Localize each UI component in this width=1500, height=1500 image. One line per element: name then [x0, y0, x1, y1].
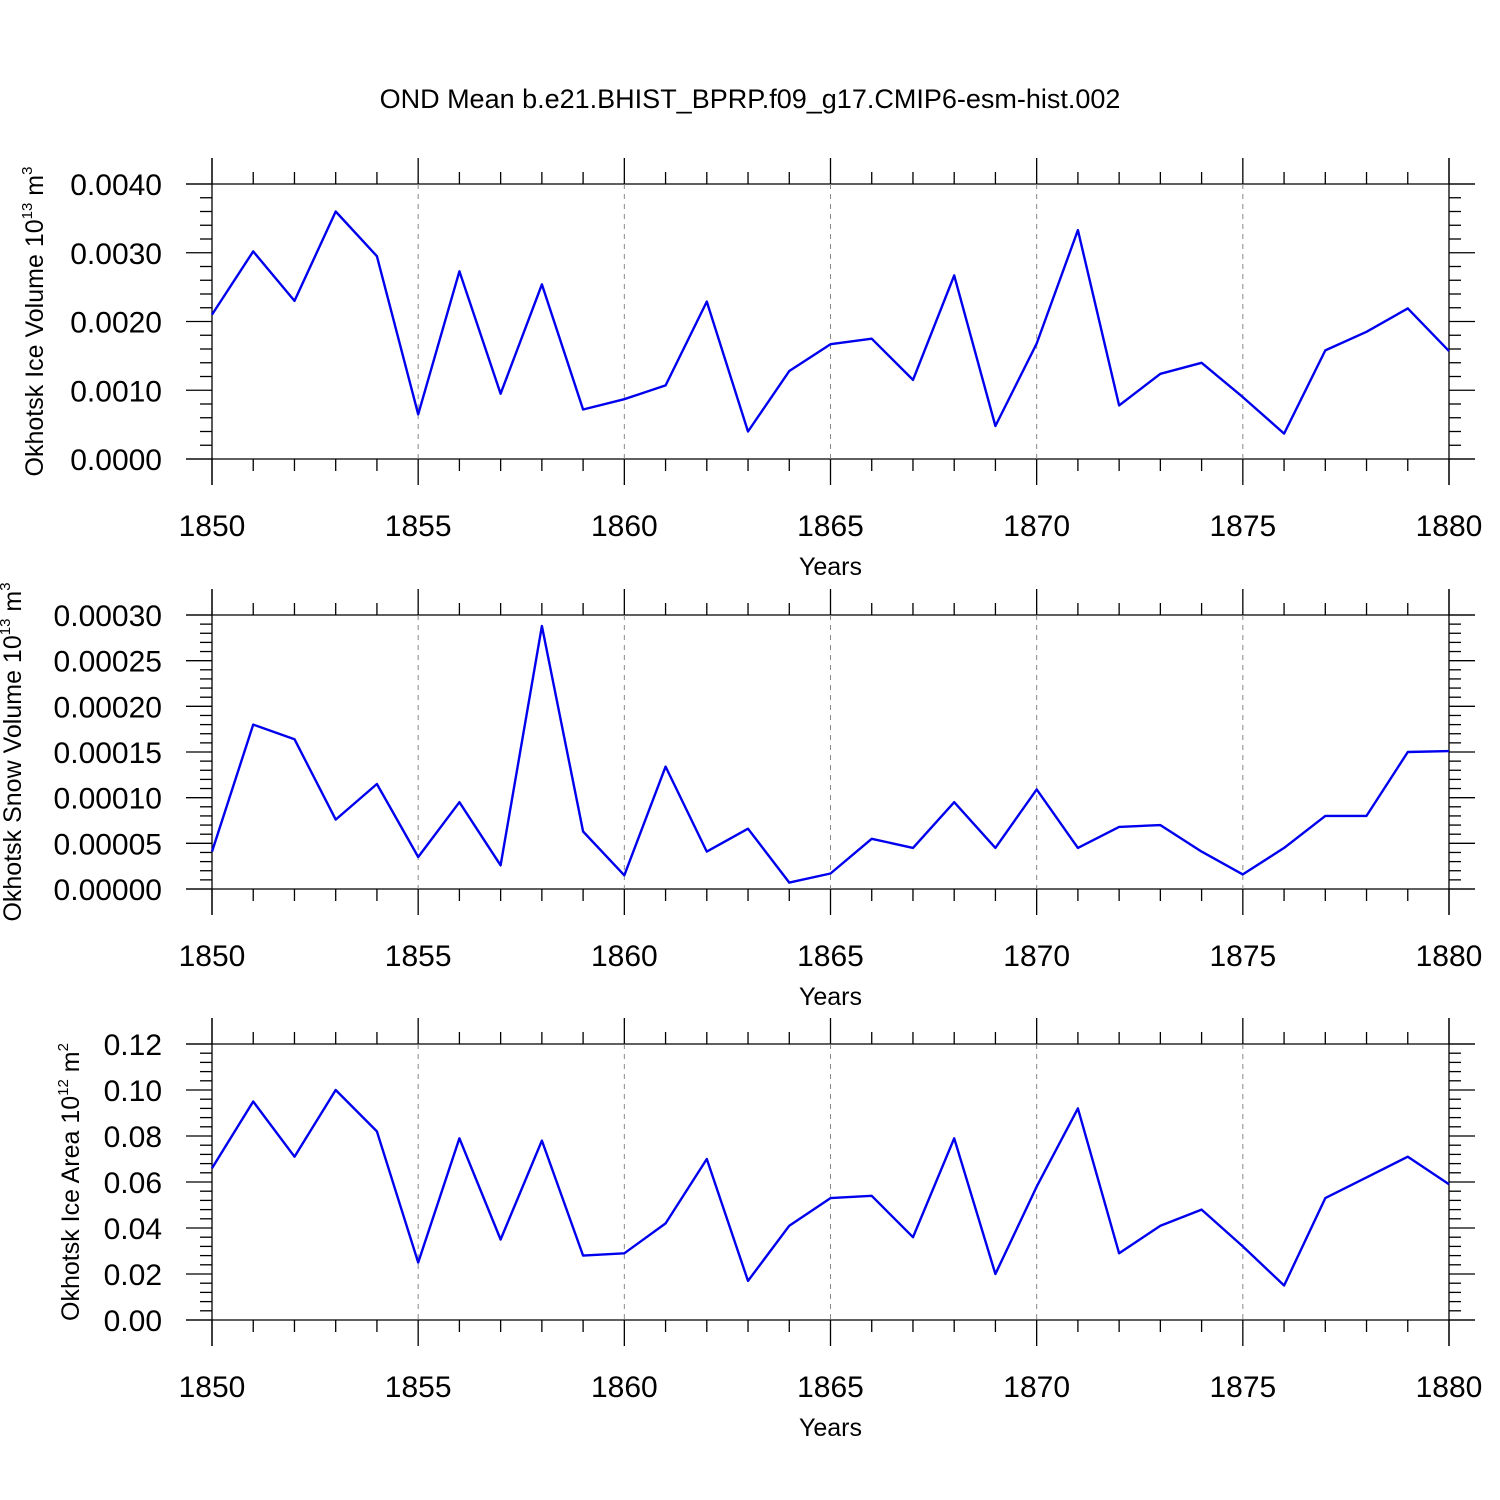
y-tick-label: 0.06 — [104, 1167, 162, 1200]
y-tick-label: 0.00000 — [54, 874, 162, 907]
y-tick-label: 0.0000 — [70, 444, 162, 477]
x-tick-label: 1860 — [591, 1371, 658, 1404]
x-tick-label: 1850 — [179, 940, 246, 973]
x-tick-label: 1855 — [385, 940, 452, 973]
y-tick-label: 0.00010 — [54, 783, 162, 816]
x-tick-label: 1850 — [179, 510, 246, 543]
x-tick-label: 1880 — [1416, 1371, 1483, 1404]
chart-title: OND Mean b.e21.BHIST_BPRP.f09_g17.CMIP6-… — [380, 84, 1121, 114]
y-tick-label: 0.12 — [104, 1029, 162, 1062]
x-tick-label: 1880 — [1416, 510, 1483, 543]
y-tick-label: 0.00 — [104, 1305, 162, 1338]
series-line-1 — [210, 624, 1450, 884]
y-tick-label: 0.00005 — [54, 828, 162, 861]
x-tick-label: 1870 — [1003, 940, 1070, 973]
y-axis-title-exponent: 13 — [19, 203, 36, 220]
x-tick-label: 1860 — [591, 940, 658, 973]
y-tick-label: 0.0020 — [70, 307, 162, 340]
x-tick-label: 1865 — [797, 940, 864, 973]
series-line-1 — [210, 210, 1450, 435]
y-tick-label: 0.10 — [104, 1075, 162, 1108]
y-tick-label: 0.08 — [104, 1121, 162, 1154]
x-axis-title: Years — [799, 983, 862, 1011]
y-axis-title-unit: m — [57, 1051, 85, 1079]
y-axis-title-text: Okhotsk Ice Area 10 — [57, 1096, 85, 1321]
x-tick-label: 1875 — [1209, 940, 1276, 973]
y-tick-label: 0.0030 — [70, 238, 162, 271]
y-tick-label: 0.0040 — [70, 169, 162, 202]
y-axis-title-exponent: 13 — [0, 619, 14, 636]
x-tick-label: 1875 — [1209, 1371, 1276, 1404]
y-axis-title-unit-exponent: 2 — [55, 1043, 72, 1051]
chart-panels: 1850 1855 1860 1865 1870 1875 1880 0.0000 0.0010… — [0, 158, 1482, 1442]
y-axis-title-unit: m — [0, 591, 27, 619]
y-tick-label: 0.00020 — [54, 691, 162, 724]
x-tick-label: 1865 — [797, 1371, 864, 1404]
y-tick-label: 0.02 — [104, 1259, 162, 1292]
y-axis-title: Okhotsk Snow Volume 1013 m3 — [0, 582, 27, 921]
x-tick-label: 1870 — [1003, 510, 1070, 543]
y-tick-label: 0.00025 — [54, 646, 162, 679]
x-axis-title: Years — [799, 553, 862, 581]
y-tick-label: 0.0010 — [70, 375, 162, 408]
chart-panel-2: 1850 1855 1860 1865 1870 1875 1880 0.00000 0.000… — [0, 582, 1482, 1011]
y-axis-title-unit: m — [21, 175, 49, 203]
x-tick-label: 1865 — [797, 510, 864, 543]
y-axis-title-text: Okhotsk Ice Volume 10 — [21, 219, 49, 476]
chart-panel-1: 1850 1855 1860 1865 1870 1875 1880 0.0000 0.0010… — [19, 158, 1482, 581]
y-tick-label: 0.04 — [104, 1213, 162, 1246]
x-tick-label: 1860 — [591, 510, 658, 543]
y-axis-title: Okhotsk Ice Volume 1013 m3 — [19, 167, 49, 477]
x-axis-title: Years — [799, 1414, 862, 1442]
x-tick-label: 1880 — [1416, 940, 1483, 973]
y-axis-title-exponent: 12 — [55, 1079, 72, 1096]
y-axis-title-unit-exponent: 3 — [19, 167, 36, 175]
y-axis-title-unit-exponent: 3 — [0, 582, 14, 590]
x-tick-label: 1875 — [1209, 510, 1276, 543]
y-axis-title-text: Okhotsk Snow Volume 10 — [0, 635, 27, 921]
chart-panel-3: 1850 1855 1860 1865 1870 1875 1880 0.00 0.02 0.04… — [55, 1018, 1482, 1442]
y-axis-title: Okhotsk Ice Area 1012 m2 — [55, 1043, 85, 1321]
y-tick-label: 0.00030 — [54, 600, 162, 633]
x-tick-label: 1855 — [385, 510, 452, 543]
x-tick-label: 1870 — [1003, 1371, 1070, 1404]
x-tick-label: 1850 — [179, 1371, 246, 1404]
y-tick-label: 0.00015 — [54, 737, 162, 770]
series-line-1 — [210, 1088, 1450, 1287]
x-tick-label: 1855 — [385, 1371, 452, 1404]
